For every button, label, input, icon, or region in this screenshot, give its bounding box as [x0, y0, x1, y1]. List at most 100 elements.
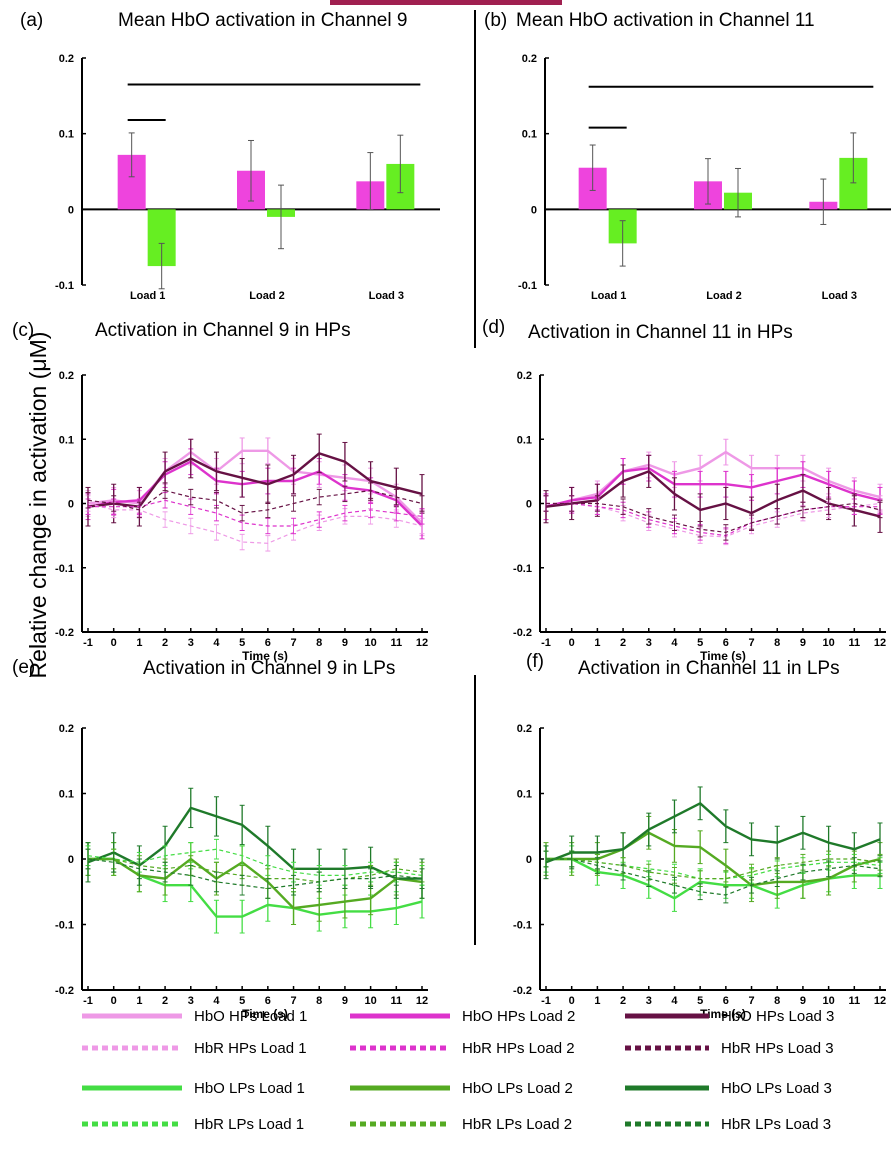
panel-f-xtick-label: -1 [541, 995, 551, 1007]
panel-d-xtick-label: 2 [620, 637, 626, 649]
panel-e-xtick-label: 12 [416, 995, 428, 1007]
panel-e-xtick-label: 0 [111, 995, 117, 1007]
panel-a-label: (a) [20, 10, 43, 31]
panel-d-x-label: Time (s) [700, 649, 746, 663]
legend-label: HbR HPs Load 2 [462, 1040, 575, 1057]
panel-c-series-line [87, 449, 423, 524]
panel-e-ytick-label: 0.2 [59, 723, 74, 735]
panel-f-xtick-label: 6 [723, 995, 729, 1007]
panel-e-xtick-label: 2 [162, 995, 168, 1007]
panel-c: (c) Activation in Channel 9 in HPs 0.2 0.… [12, 320, 428, 663]
panel-c-series-line [87, 460, 423, 527]
panel-e-series-line [87, 806, 422, 880]
panel-f: (f) Activation in Channel 11 in LPs 0.2 0… [513, 651, 886, 1021]
panel-e-series-line [87, 848, 423, 877]
legend-label: HbO LPs Load 1 [194, 1080, 305, 1097]
panel-c-series-line [88, 499, 423, 527]
panel-c-x-label: Time (s) [242, 649, 288, 663]
panel-d-series-line [546, 502, 880, 537]
panel-c-xtick-label: 6 [265, 637, 271, 649]
panel-e-series-line [88, 858, 423, 883]
panel-d-xtick-label: 6 [723, 637, 729, 649]
panel-f-label: (f) [526, 651, 544, 672]
panel-b-ytick-label: 0.2 [522, 53, 537, 65]
panel-b-title: Mean HbO activation in Channel 11 [516, 10, 815, 31]
panel-c-ytick-label: -0.2 [55, 627, 74, 639]
panel-c-xtick-label: 4 [213, 637, 220, 649]
legend-label: HbR HPs Load 3 [721, 1040, 834, 1057]
panel-c-xtick-label: 10 [364, 637, 376, 649]
panel-f-title: Activation in Channel 11 in LPs [578, 658, 840, 679]
legend-label: HbO HPs Load 1 [194, 1008, 307, 1025]
panel-f-xtick-label: 11 [848, 995, 860, 1007]
panel-d-series-line [545, 470, 881, 518]
legend-label: HbR HPs Load 1 [194, 1040, 307, 1057]
panel-c-xtick-label: -1 [83, 637, 93, 649]
panel-f-xtick-label: 2 [620, 995, 626, 1007]
panel-a-category-label: Load 3 [369, 290, 404, 302]
panel-c-xtick-label: 3 [188, 637, 194, 649]
panel-c-ytick-label: 0 [68, 499, 74, 511]
panel-f-ytick-label: 0.2 [517, 723, 532, 735]
panel-e-xtick-label: 8 [316, 995, 322, 1007]
panel-d-series-line [545, 466, 881, 508]
legend-label: HbO LPs Load 2 [462, 1080, 573, 1097]
panel-b-category-label: Load 2 [706, 290, 741, 302]
panel-d-xtick-label: 12 [874, 637, 886, 649]
panel-d: (d) Activation in Channel 11 in HPs 0.2 0… [482, 317, 886, 663]
panel-d-series-line [546, 502, 881, 534]
panel-d-ytick-label: 0.2 [517, 370, 532, 382]
panel-b-category-label: Load 1 [591, 290, 626, 302]
clipped-top-strip [330, 0, 562, 5]
panel-e-xtick-label: 3 [188, 995, 194, 1007]
panel-e-xtick-label: 1 [136, 995, 142, 1007]
panel-e-xtick-label: 9 [342, 995, 348, 1007]
panel-f-ytick-label: 0 [526, 854, 532, 866]
panel-f-xtick-label: 12 [874, 995, 886, 1007]
panel-b-label: (b) [484, 10, 507, 31]
panel-c-xtick-label: 11 [390, 637, 402, 649]
panel-d-xtick-label: 11 [848, 637, 860, 649]
panel-b: (b) Mean HbO activation in Channel 11 0.… [484, 10, 891, 302]
panel-d-xtick-label: 10 [822, 637, 834, 649]
panel-d-xtick-label: 5 [697, 637, 703, 649]
panel-a: (a) Mean HbO activation in Channel 9 0.2… [20, 10, 440, 302]
panel-d-xtick-label: 7 [748, 637, 754, 649]
panel-e-label: (e) [12, 657, 35, 678]
legend-label: HbR LPs Load 1 [194, 1116, 304, 1133]
panel-f-series-line [546, 831, 881, 887]
panel-d-title: Activation in Channel 11 in HPs [528, 322, 793, 343]
panel-f-series-line [546, 858, 881, 896]
panel-f-ytick-label: 0.1 [517, 789, 532, 801]
panel-a-ytick-label: -0.1 [55, 280, 74, 292]
panel-d-xtick-label: 4 [671, 637, 678, 649]
panel-d-xtick-label: 0 [569, 637, 575, 649]
panel-e-ytick-label: -0.2 [55, 985, 74, 997]
panel-c-xtick-label: 8 [316, 637, 322, 649]
panel-e-series-line [87, 858, 423, 890]
panel-f-xtick-label: 4 [671, 995, 678, 1007]
legend-label: HbR LPs Load 2 [462, 1116, 572, 1133]
panel-d-xtick-label: 8 [774, 637, 780, 649]
panel-d-label: (d) [482, 317, 505, 338]
panel-e-xtick-label: -1 [83, 995, 93, 1007]
panel-d-series-line [546, 502, 881, 538]
panel-c-xtick-label: 9 [342, 637, 348, 649]
panel-d-xtick-label: -1 [541, 637, 551, 649]
panel-f-xtick-label: 1 [594, 995, 600, 1007]
panel-d-xtick-label: 3 [646, 637, 652, 649]
y-axis-label: Relative change in activation (μM) [25, 332, 51, 679]
panel-c-label: (c) [12, 320, 34, 341]
panel-c-series-line [87, 489, 423, 514]
panel-e-ytick-label: 0.1 [59, 789, 74, 801]
panel-f-xtick-label: 9 [800, 995, 806, 1007]
panel-f-xtick-label: 10 [822, 995, 834, 1007]
panel-b-ytick-label: -0.1 [518, 280, 537, 292]
panel-b-category-label: Load 3 [822, 290, 857, 302]
panel-e: (e) Activation in Channel 9 in LPs 0.2 0.… [12, 657, 428, 1021]
panel-f-xtick-label: 7 [748, 995, 754, 1007]
panel-e-xtick-label: 10 [364, 995, 376, 1007]
panel-c-ytick-label: 0.2 [59, 370, 74, 382]
panel-c-series-line [87, 502, 423, 544]
